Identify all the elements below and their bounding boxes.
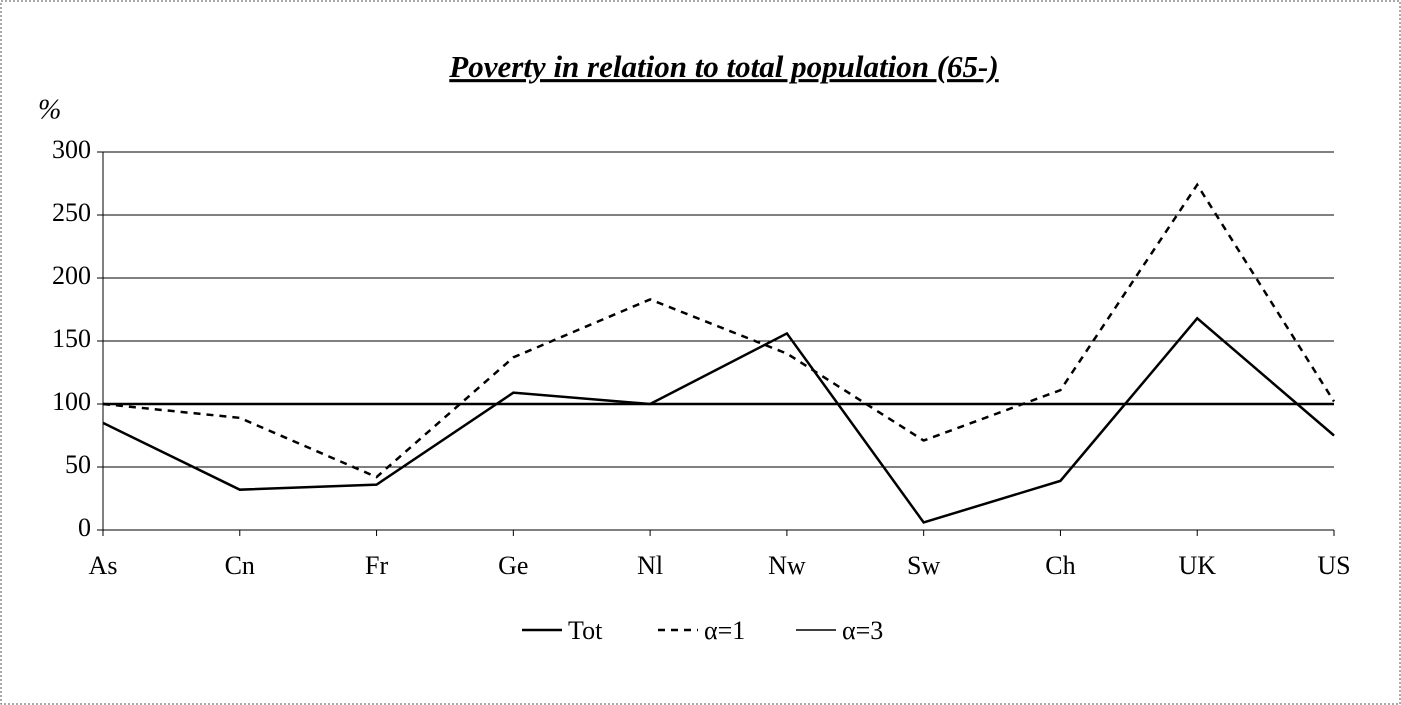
chart-title: Poverty in relation to total population … [448, 49, 998, 84]
y-tick-label: 250 [52, 198, 91, 227]
legend-label: α=3 [842, 616, 883, 645]
legend-label: Tot [568, 616, 603, 645]
line-series [102, 317, 1335, 524]
x-tick-label: Nw [768, 551, 806, 580]
x-tick-label: Nl [637, 551, 663, 580]
y-tick-label: 0 [78, 513, 91, 542]
x-tick-label: UK [1178, 551, 1216, 580]
y-tick-label: 300 [52, 135, 91, 164]
x-tick-label: Cn [225, 551, 255, 580]
y-tick-label: 100 [52, 387, 91, 416]
legend-label: α=1 [704, 616, 745, 645]
y-tick-label: 50 [65, 450, 91, 479]
line-series [102, 182, 1336, 479]
line-series [102, 316, 1335, 524]
y-tick-label: 200 [52, 261, 91, 290]
x-tick-label: Fr [365, 551, 388, 580]
x-tick-label: Ch [1045, 551, 1075, 580]
x-tick-label: Ge [498, 551, 528, 580]
y-tick-label: 150 [52, 324, 91, 353]
x-tick-label: Sw [907, 551, 940, 580]
x-tick-label: US [1317, 551, 1350, 580]
y-axis-label: % [38, 94, 61, 125]
x-tick-label: As [89, 551, 118, 580]
